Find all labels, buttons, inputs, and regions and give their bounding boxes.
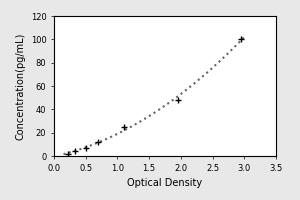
Y-axis label: Concentration(pg/mL): Concentration(pg/mL) bbox=[15, 32, 25, 140]
X-axis label: Optical Density: Optical Density bbox=[128, 178, 202, 188]
